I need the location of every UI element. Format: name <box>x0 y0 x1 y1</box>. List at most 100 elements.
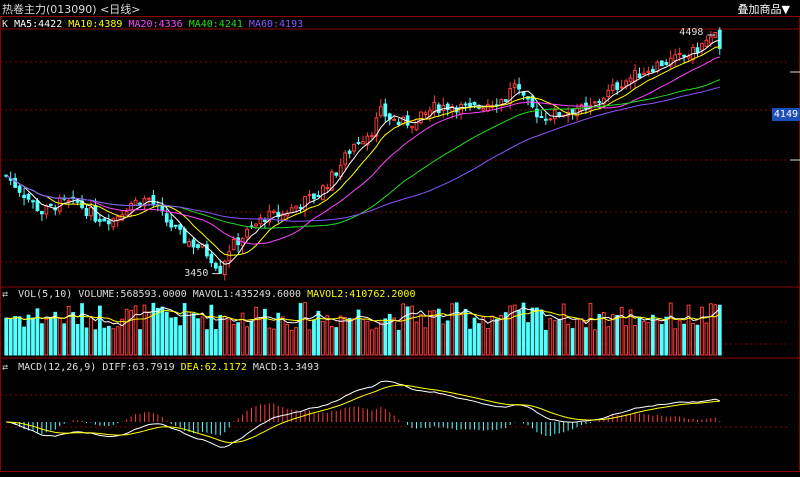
volume-bar <box>700 306 704 356</box>
volume-bar <box>691 322 695 356</box>
candle-down <box>178 224 183 230</box>
volume-bar <box>97 305 102 356</box>
candle-up <box>129 202 133 211</box>
volume-bar <box>209 304 214 356</box>
volume-bar <box>566 323 571 356</box>
candle-down <box>48 203 53 206</box>
candle-up <box>303 195 307 211</box>
candle-down <box>213 262 218 269</box>
candle-up <box>552 109 557 119</box>
ma10-label: MA10:4389 <box>68 19 123 30</box>
candle-up <box>677 52 682 55</box>
ma40-label: MA40:4241 <box>188 19 243 30</box>
volume-bar <box>659 324 664 356</box>
candle-down <box>218 265 223 274</box>
candle-down <box>463 103 468 106</box>
frame <box>0 16 800 472</box>
candle-up <box>673 54 678 62</box>
volume-bar <box>436 308 441 356</box>
candle-up <box>593 101 597 104</box>
volume-bar <box>508 305 513 356</box>
candle-down <box>521 91 526 96</box>
volume-bar <box>236 322 241 356</box>
candle-down <box>472 101 477 106</box>
volume-bar <box>668 302 673 356</box>
volume-bar <box>530 307 535 356</box>
candle-up <box>124 210 129 216</box>
swap-icon[interactable]: ⇄ <box>2 289 9 300</box>
volume-bar <box>40 323 44 356</box>
volume-bar <box>503 312 508 356</box>
volume-bar <box>53 311 58 356</box>
candle-down <box>164 213 169 223</box>
vol-name: VOL(5,10) <box>18 289 73 300</box>
volume-bar <box>22 326 26 356</box>
candle-down <box>22 194 26 199</box>
volume-bar <box>419 314 423 356</box>
volume-bar <box>240 312 245 356</box>
vol-mavol2: MAVOL2:410762.2000 <box>307 289 416 300</box>
volume-bar <box>383 318 388 356</box>
volume-bar <box>343 316 348 356</box>
volume-bar <box>285 323 290 356</box>
macd-value: MACD:3.3493 <box>252 362 320 373</box>
candle-down <box>209 253 214 264</box>
volume-bar <box>4 317 9 356</box>
volume-bar <box>267 327 272 356</box>
volume-bar <box>423 327 428 356</box>
candle-down <box>347 150 352 154</box>
volume-bar <box>66 305 71 356</box>
candle-up <box>245 228 249 238</box>
volume-bar <box>396 329 401 356</box>
volume-bar <box>26 314 31 356</box>
candle-up <box>280 213 285 221</box>
volume-bar <box>17 316 22 356</box>
candle-down <box>298 206 303 209</box>
volume-bar <box>548 317 553 356</box>
swap-icon[interactable]: ⇄ <box>2 362 9 373</box>
price-tag: 4149 <box>771 108 800 121</box>
candle-up <box>254 223 258 227</box>
volume-bar <box>637 316 642 356</box>
candle-down <box>26 193 31 200</box>
volume-bar <box>213 329 218 356</box>
volume-bar <box>338 315 343 356</box>
candle-down <box>106 220 111 225</box>
overlay-commodity-button[interactable]: 叠加商品▼ <box>737 3 790 16</box>
volume-bar <box>312 319 316 356</box>
volume-bar <box>334 327 339 356</box>
volume-bar <box>258 319 263 356</box>
volume-bar <box>606 326 611 356</box>
candle-up <box>267 210 272 223</box>
volume-bar <box>84 327 89 356</box>
candle-up <box>227 251 232 261</box>
volume-bar <box>160 306 165 356</box>
volume-bar <box>93 329 98 356</box>
candle-up <box>646 70 651 73</box>
candle-up <box>231 238 236 251</box>
candle-up <box>361 141 365 145</box>
volume-bar <box>650 314 655 356</box>
volume-bar <box>173 316 178 356</box>
volume-bar <box>182 303 187 356</box>
ma5-line <box>5 39 720 265</box>
candle-down <box>191 239 196 248</box>
candle-down <box>535 108 539 118</box>
candle-up <box>423 112 428 115</box>
volume-bar <box>463 308 468 356</box>
volume-bar <box>445 320 450 356</box>
volume-bar <box>271 328 276 356</box>
candle-up <box>624 80 629 87</box>
candle-up <box>187 241 191 247</box>
volume-bar <box>191 313 196 356</box>
candle-down <box>659 60 664 67</box>
volume-bar <box>405 306 410 356</box>
candle-down <box>17 185 22 193</box>
candle-up <box>481 107 486 111</box>
volume-bar <box>151 302 156 356</box>
volume-bar <box>245 326 249 356</box>
volume-bar <box>44 318 49 356</box>
candle-up <box>365 135 370 146</box>
volume-bar <box>196 318 200 356</box>
volume-bar <box>169 317 174 356</box>
